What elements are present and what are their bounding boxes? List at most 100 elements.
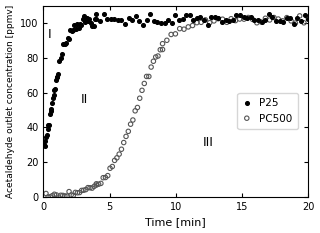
PC500 [56,195,61,199]
P25 [80,17,85,21]
P25 [108,17,113,21]
P25 [209,16,214,19]
PC500 [48,195,53,199]
PC500 [116,152,122,156]
P25 [216,16,221,20]
P25 [299,19,304,23]
P25 [255,18,260,22]
P25 [291,22,296,26]
PC500 [79,188,84,192]
P25 [295,16,300,20]
P25 [126,16,131,20]
PC500 [114,156,119,160]
X-axis label: Time [min]: Time [min] [145,217,206,227]
PC500 [92,185,97,188]
P25 [42,144,47,148]
P25 [169,21,174,25]
P25 [202,18,207,22]
P25 [151,19,156,23]
P25 [191,18,196,22]
PC500 [85,186,91,189]
P25 [266,12,271,16]
P25 [248,16,253,19]
P25 [70,28,76,32]
P25 [60,52,65,55]
PC500 [233,19,238,22]
P25 [62,42,68,46]
P25 [198,15,203,19]
P25 [64,41,69,45]
P25 [83,20,88,24]
P25 [94,12,99,16]
P25 [84,16,89,20]
PC500 [212,19,217,23]
PC500 [246,16,251,19]
PC500 [67,190,72,193]
P25 [57,59,62,62]
P25 [187,13,192,17]
PC500 [100,176,106,180]
PC500 [276,17,281,21]
PC500 [284,16,289,20]
P25 [46,123,51,127]
PC500 [137,96,142,100]
PC500 [271,16,276,19]
PC500 [121,141,126,144]
P25 [45,128,50,131]
P25 [52,89,57,92]
PC500 [301,21,307,25]
PC500 [199,21,204,24]
PC500 [158,48,163,52]
PC500 [112,158,117,162]
PC500 [148,65,154,69]
PC500 [94,182,99,186]
P25 [223,18,228,22]
P25 [47,123,52,126]
Y-axis label: Acetaldehyde outlet concentration [ppmv]: Acetaldehyde outlet concentration [ppmv] [5,5,14,198]
P25 [184,13,189,17]
P25 [52,87,58,91]
PC500 [132,109,138,113]
PC500 [181,27,187,31]
P25 [85,19,91,23]
P25 [79,23,84,27]
PC500 [58,193,63,197]
PC500 [216,17,221,21]
P25 [105,17,110,21]
P25 [61,42,66,46]
PC500 [68,193,74,197]
P25 [55,72,60,76]
PC500 [144,75,149,78]
PC500 [153,55,158,59]
P25 [259,20,264,24]
P25 [244,16,250,20]
P25 [133,14,139,18]
P25 [173,13,178,17]
PC500 [128,122,133,126]
PC500 [207,21,212,24]
P25 [42,144,47,147]
P25 [281,20,286,24]
P25 [91,24,96,27]
P25 [44,134,50,137]
PC500 [259,20,264,24]
PC500 [119,147,124,151]
P25 [288,16,293,20]
PC500 [96,182,101,186]
PC500 [124,134,129,138]
P25 [90,24,95,27]
PC500 [77,191,82,194]
P25 [92,17,98,21]
Legend: P25, PC500: P25, PC500 [237,93,298,129]
P25 [65,36,70,40]
P25 [158,21,164,25]
PC500 [250,17,255,21]
PC500 [151,59,156,63]
P25 [230,19,236,22]
P25 [87,17,92,21]
PC500 [241,17,246,21]
P25 [144,18,149,22]
P25 [88,21,93,24]
P25 [58,56,63,60]
Text: I: I [47,28,51,41]
